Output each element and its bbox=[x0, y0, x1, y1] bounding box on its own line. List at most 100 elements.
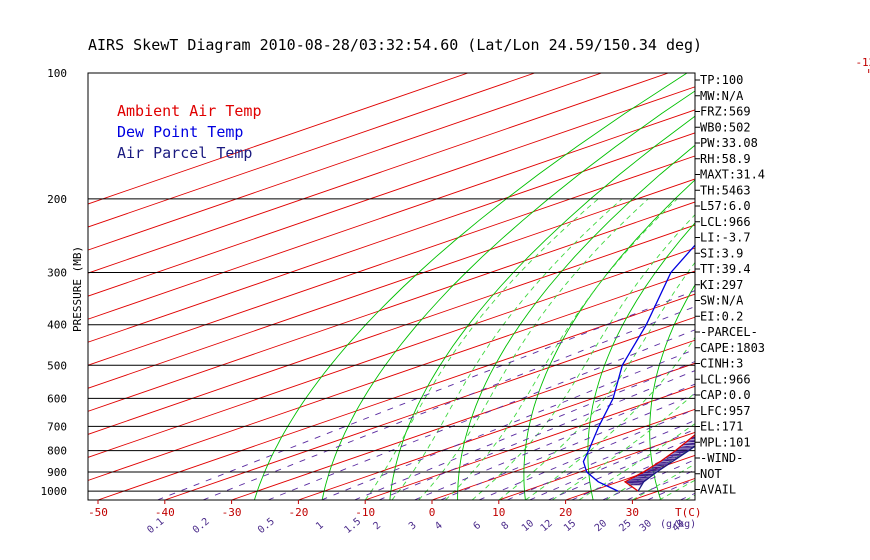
pressure-tick-label: 600 bbox=[47, 392, 67, 405]
isotherm-line bbox=[88, 109, 695, 320]
mixing-ratio-line bbox=[440, 393, 695, 500]
hatch-diagonal bbox=[796, 349, 824, 351]
isotherm-line bbox=[88, 73, 669, 274]
hatch-diagonal bbox=[861, 286, 870, 289]
dry-adiabat-line bbox=[824, 73, 870, 500]
legend-item-dewpoint: Dew Point Temp bbox=[117, 123, 243, 141]
mixing-ratio-label: 30 bbox=[638, 518, 654, 534]
hatch-diagonal bbox=[629, 483, 643, 486]
index-text: KI:297 bbox=[700, 278, 743, 292]
index-text: RH:58.9 bbox=[700, 152, 751, 166]
index-text: LI:-3.7 bbox=[700, 231, 751, 245]
mixing-ratio-label: 1 bbox=[314, 520, 326, 532]
index-text: PW:33.08 bbox=[700, 136, 758, 150]
mixing-ratio-label: 15 bbox=[562, 518, 578, 534]
mixing-ratio-line bbox=[602, 459, 695, 500]
hatch-diagonal bbox=[672, 451, 688, 454]
moist-adiabat-line bbox=[391, 198, 623, 500]
hatch-diagonal bbox=[813, 334, 841, 337]
mixing-ratio-line bbox=[321, 348, 695, 500]
mixing-ratio-line bbox=[414, 383, 695, 500]
hatch-diagonal bbox=[636, 474, 654, 476]
moist-adiabat-line bbox=[445, 198, 678, 500]
hatch-diagonal bbox=[819, 328, 847, 331]
pressure-tick-label: 200 bbox=[47, 193, 67, 206]
hatch-diagonal bbox=[657, 461, 672, 464]
index-text: TT:39.4 bbox=[700, 262, 751, 276]
mixing-ratio-label: 0.2 bbox=[191, 516, 212, 536]
index-text: TP:100 bbox=[700, 73, 743, 87]
bottom-tick-label: 10 bbox=[492, 506, 505, 519]
mixing-ratio-line bbox=[626, 469, 695, 500]
pressure-tick-label: 300 bbox=[47, 267, 67, 280]
mixing-ratio-label: 12 bbox=[539, 518, 555, 534]
mixing-ratio-label: 0.5 bbox=[256, 516, 277, 536]
hatch-diagonal bbox=[780, 362, 808, 364]
mixing-ratio-line bbox=[506, 419, 695, 500]
index-text: AVAIL bbox=[700, 483, 736, 497]
sounding-profiles bbox=[582, 244, 695, 492]
hatch-diagonal bbox=[807, 339, 835, 342]
index-text: FRZ:569 bbox=[700, 105, 751, 119]
mixing-ratio-label: 20 bbox=[593, 518, 609, 534]
isotherm-line bbox=[88, 247, 695, 458]
y-axis-label: PRESSURE (MB) bbox=[71, 246, 84, 332]
x-axis-label: T(C) bbox=[675, 506, 702, 519]
top-temperature-axis: -120-110-100-90-80-70-60-50-40 bbox=[855, 56, 870, 73]
index-text: CAPE:1803 bbox=[700, 341, 765, 355]
hatch-diagonal bbox=[653, 464, 668, 467]
mixing-ratio-label: 3 bbox=[407, 520, 419, 532]
bottom-tick-label: -20 bbox=[288, 506, 308, 519]
hatch-diagonal bbox=[802, 344, 830, 346]
mixing-ratio-axis: 0.1 0.2 0.5 1 1.5 2 3 4 6 8 10 12 15 20 25 30 40 bbox=[145, 516, 687, 536]
mixing-ratio-label: 4 bbox=[433, 520, 445, 532]
dry-adiabat-line bbox=[767, 73, 870, 500]
legend-item-ambient: Ambient Air Temp bbox=[117, 102, 262, 120]
mixing-ratio-line bbox=[267, 329, 695, 500]
hatch-diagonal bbox=[661, 459, 676, 462]
pressure-tick-label: 900 bbox=[47, 466, 67, 479]
index-text: EL:171 bbox=[700, 420, 743, 434]
hatch-diagonal bbox=[843, 306, 869, 309]
index-text: SI:3.9 bbox=[700, 246, 743, 260]
index-text: -WIND- bbox=[700, 451, 743, 465]
index-text: L57:6.0 bbox=[700, 199, 751, 213]
isotherm-line bbox=[88, 86, 695, 297]
isotherm-line bbox=[88, 132, 695, 343]
isotherm-line bbox=[88, 224, 695, 435]
dry-adiabat-line bbox=[523, 179, 695, 500]
legend: Ambient Air Temp Dew Point Temp Air Parcel… bbox=[117, 102, 262, 162]
mixing-ratio-line bbox=[378, 370, 695, 500]
isotherm-line bbox=[298, 362, 695, 500]
isotherm-line bbox=[88, 73, 535, 228]
moist-adiabat-line bbox=[364, 198, 599, 500]
moist-adiabat-line bbox=[471, 214, 695, 500]
chart-title: AIRS SkewT Diagram 2010-08-28/03:32:54.6… bbox=[88, 36, 702, 54]
moist-adiabat-lines bbox=[364, 198, 695, 500]
moist-adiabat-line bbox=[418, 198, 649, 500]
isotherm-line bbox=[431, 408, 695, 500]
ambient-profile-line bbox=[623, 434, 695, 492]
bottom-tick-label: -40 bbox=[155, 506, 175, 519]
index-text: SW:N/A bbox=[700, 294, 744, 308]
hatch-diagonal bbox=[682, 443, 695, 445]
index-text: LCL:966 bbox=[700, 372, 751, 386]
mixing-ratio-line bbox=[548, 436, 695, 500]
hatch-diagonal bbox=[770, 371, 797, 373]
mixing-ratio-label: 10 bbox=[520, 518, 536, 534]
mixing-ratio-line bbox=[478, 408, 695, 500]
hatch-diagonal bbox=[627, 478, 648, 481]
mixing-ratio-label: 6 bbox=[471, 520, 483, 532]
hatch-diagonal bbox=[664, 456, 680, 459]
legend-item-parcel: Air Parcel Temp bbox=[117, 144, 252, 162]
cape-hatched-region bbox=[625, 286, 870, 486]
hatch-diagonal bbox=[855, 293, 870, 296]
moist-adiabat-line bbox=[525, 336, 695, 500]
isotherm-line bbox=[231, 339, 695, 500]
hatch-diagonal bbox=[632, 476, 651, 479]
isotherm-line bbox=[88, 201, 695, 412]
mixing-ratio-line bbox=[529, 428, 695, 500]
hatch-diagonal bbox=[641, 471, 657, 474]
